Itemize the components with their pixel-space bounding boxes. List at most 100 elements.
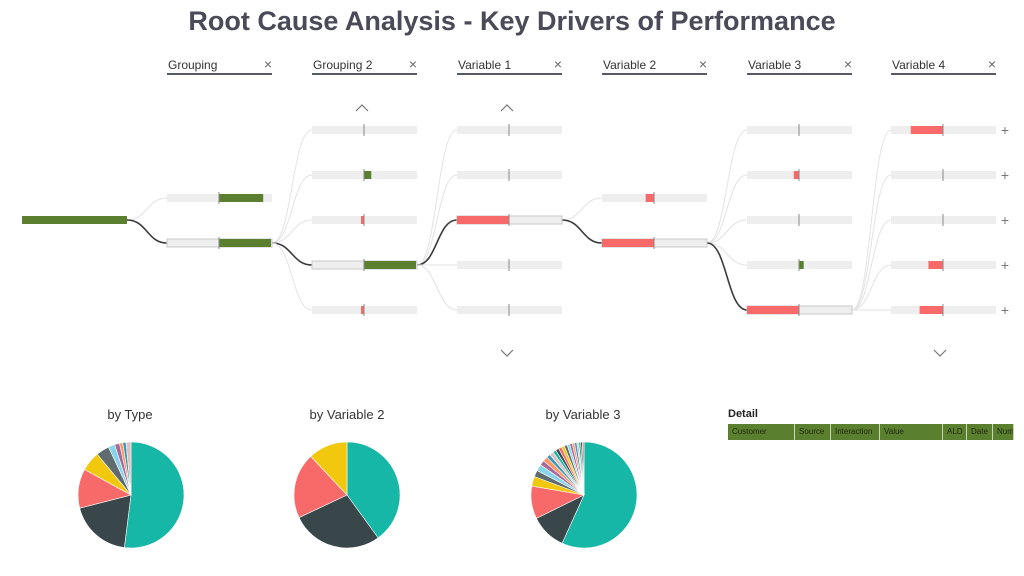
tree-node[interactable] <box>312 169 417 181</box>
pie-slice[interactable] <box>125 441 132 496</box>
tree-node[interactable] <box>312 304 417 316</box>
detail-column-interaction[interactable]: Interaction <box>831 424 880 440</box>
close-icon[interactable]: × <box>698 56 707 72</box>
expand-plus-icon[interactable]: + <box>1001 212 1009 228</box>
close-icon[interactable]: × <box>843 56 852 72</box>
column-header-grouping[interactable]: Grouping × <box>167 56 272 75</box>
column-header-label: Grouping <box>168 58 218 72</box>
tree-node[interactable] <box>746 304 853 316</box>
pie-slice[interactable] <box>124 441 185 549</box>
tree-node[interactable] <box>747 259 852 271</box>
node-bar-negative <box>361 306 364 314</box>
tree-root-node[interactable] <box>22 216 127 224</box>
pie-slice[interactable] <box>582 441 585 496</box>
tree-node[interactable] <box>312 214 417 226</box>
tree-link-selected <box>561 219 603 244</box>
pie-slice[interactable] <box>79 494 132 548</box>
tree-node[interactable] <box>457 169 562 181</box>
tree-link <box>126 197 168 221</box>
detail-column-date[interactable]: Date <box>967 424 993 440</box>
tree-link <box>271 174 313 244</box>
detail-title: Detail <box>728 408 758 420</box>
decomposition-tree: + + + + + <box>22 104 1009 357</box>
column-header-variable-3[interactable]: Variable 3 × <box>747 56 852 75</box>
node-bar-negative <box>361 216 364 224</box>
pie-slice[interactable] <box>298 494 379 549</box>
pie-chart-by-variable-2 <box>293 441 401 549</box>
node-bar-negative <box>645 194 654 202</box>
pie-slice[interactable] <box>346 441 401 539</box>
tree-link-selected <box>706 242 748 311</box>
detail-column-ald[interactable]: ALD <box>943 424 967 440</box>
tree-node[interactable] <box>891 124 996 136</box>
node-bar-positive <box>219 239 271 247</box>
expand-plus-icon[interactable]: + <box>1001 257 1009 273</box>
tree-node[interactable] <box>311 259 418 271</box>
scroll-up-chevron-icon[interactable] <box>500 104 514 112</box>
column-header-variable-4[interactable]: Variable 4 × <box>891 56 996 75</box>
pie-title-by-type: by Type <box>107 407 153 422</box>
column-header-label: Variable 4 <box>892 58 946 72</box>
node-bar-positive <box>364 261 416 269</box>
tree-node[interactable] <box>457 304 562 316</box>
tree-node[interactable] <box>457 124 562 136</box>
scroll-down-chevron-icon[interactable] <box>933 349 947 357</box>
detail-column-num[interactable]: Num <box>993 424 1014 440</box>
tree-node[interactable] <box>602 192 707 204</box>
tree-link <box>271 242 313 311</box>
pie-title-by-variable-2: by Variable 2 <box>309 407 385 422</box>
column-header-label: Variable 3 <box>748 58 802 72</box>
tree-node[interactable] <box>891 169 996 181</box>
tree-node[interactable] <box>747 124 852 136</box>
tree-link <box>416 129 458 266</box>
node-bar-negative <box>457 216 509 224</box>
expand-plus-icon[interactable]: + <box>1001 122 1009 138</box>
scroll-down-chevron-icon[interactable] <box>500 349 514 357</box>
detail-column-value[interactable]: Value <box>880 424 943 440</box>
pie-slice[interactable] <box>310 441 348 496</box>
tree-link <box>271 129 313 244</box>
tree-node[interactable] <box>457 259 562 271</box>
tree-link <box>851 264 892 311</box>
tree-link <box>851 174 892 311</box>
tree-link <box>851 219 892 311</box>
node-bar-negative <box>602 239 654 247</box>
node-bar-negative <box>747 306 799 314</box>
tree-node[interactable] <box>601 237 708 249</box>
scroll-up-chevron-icon[interactable] <box>355 104 369 112</box>
tree-node[interactable] <box>891 214 996 226</box>
tree-node[interactable] <box>891 259 996 271</box>
node-bar-positive <box>799 261 804 269</box>
tree-node[interactable] <box>747 169 852 181</box>
pie-slice[interactable] <box>293 455 348 518</box>
tree-node[interactable] <box>312 124 417 136</box>
tree-node[interactable] <box>167 192 272 204</box>
expand-plus-icon[interactable]: + <box>1001 167 1009 183</box>
pie-slice[interactable] <box>561 441 638 549</box>
column-header-grouping-2[interactable]: Grouping 2 × <box>312 56 417 75</box>
column-header-variable-2[interactable]: Variable 2 × <box>602 56 707 75</box>
tree-node[interactable] <box>166 237 273 249</box>
column-header-variable-1[interactable]: Variable 1 × <box>457 56 562 75</box>
tree-link <box>416 174 458 266</box>
detail-column-customer[interactable]: Customer <box>728 424 795 440</box>
expand-plus-icon[interactable]: + <box>1001 302 1009 318</box>
node-bar-positive <box>22 216 127 224</box>
close-icon[interactable]: × <box>263 56 272 72</box>
detail-table-header: Customer Source Interaction Value ALD Da… <box>728 424 1014 440</box>
tree-link <box>706 219 748 244</box>
close-icon[interactable]: × <box>987 56 996 72</box>
node-bar-positive <box>364 171 372 179</box>
tree-links <box>126 129 892 311</box>
tree-link <box>851 129 892 311</box>
close-icon[interactable]: × <box>553 56 562 72</box>
tree-node[interactable] <box>747 214 852 226</box>
tree-link-selected <box>416 219 458 266</box>
tree-node[interactable] <box>456 214 563 226</box>
tree-node[interactable] <box>891 304 996 316</box>
tree-link <box>561 197 603 221</box>
tree-nodes <box>22 124 996 316</box>
close-icon[interactable]: × <box>408 56 417 72</box>
node-bar-negative <box>910 126 943 134</box>
detail-column-source[interactable]: Source <box>795 424 831 440</box>
